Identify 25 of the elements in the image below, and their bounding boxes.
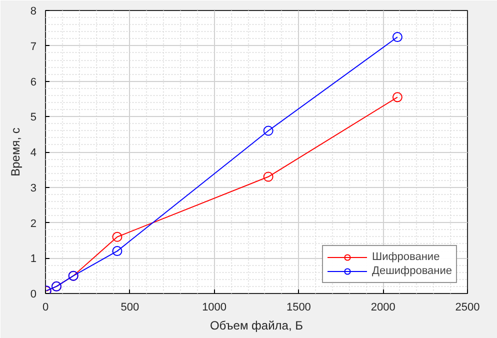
y-tick-label: 1 (30, 253, 37, 266)
legend-label: Дешифрование (372, 264, 452, 278)
x-tick-label: 2500 (455, 302, 480, 314)
x-tick-label: 1000 (202, 302, 227, 314)
y-tick-label: 2 (30, 218, 37, 230)
point (392, 32, 402, 42)
legend-label: Шифрование (372, 250, 440, 264)
y-tick-label: 7 (30, 40, 37, 53)
x-tick-label: 0 (42, 302, 49, 314)
y-axis-title: Время, с (8, 128, 22, 176)
x-tick-label: 2000 (370, 302, 396, 314)
point (112, 232, 122, 242)
y-tick-label: 0 (30, 288, 37, 300)
point (112, 246, 122, 256)
y-tick-label: 4 (30, 147, 37, 159)
y-tick-label: 6 (30, 76, 37, 88)
y-tick-label: 3 (30, 182, 37, 194)
y-tick-label: 8 (30, 6, 37, 18)
point (263, 172, 274, 182)
x-axis-title: Объем файла, Б (210, 318, 304, 332)
point (392, 92, 402, 102)
point (263, 126, 274, 136)
y-tick-label: 5 (30, 112, 37, 124)
x-tick-label: 500 (120, 302, 140, 314)
x-tick-label: 1500 (286, 302, 311, 314)
